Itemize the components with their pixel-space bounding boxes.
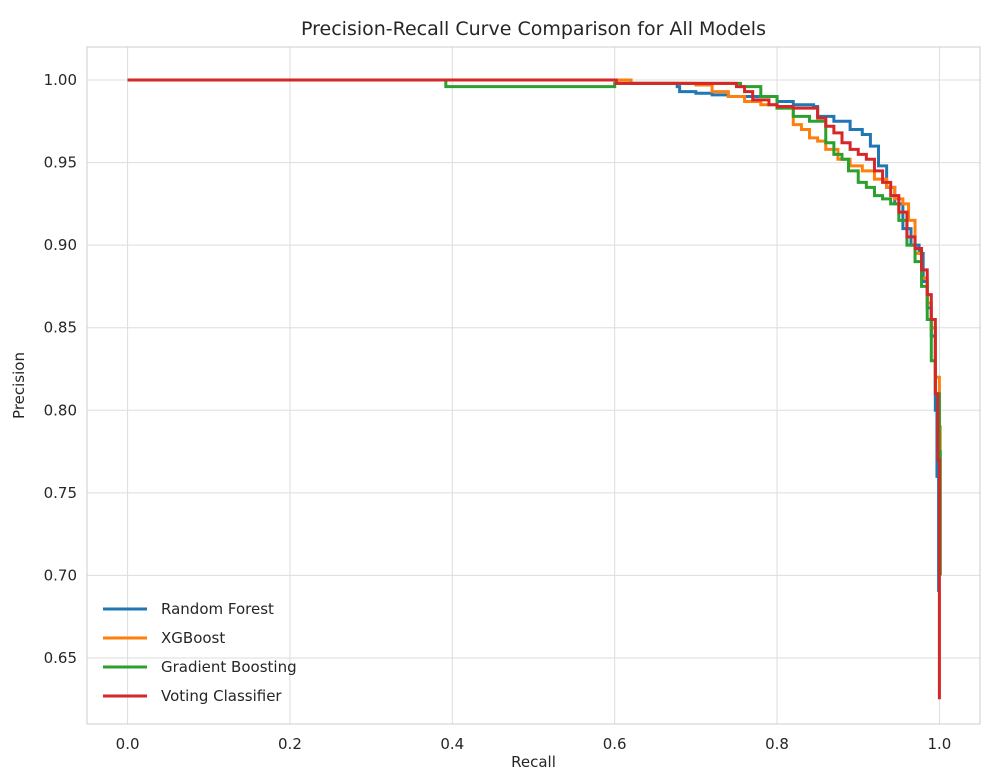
grid [87, 47, 980, 724]
y-tick-label: 1.00 [44, 71, 77, 89]
y-tick-label: 0.95 [44, 154, 77, 172]
y-tick-label: 0.75 [44, 484, 77, 502]
y-axis-title: Precision [10, 352, 28, 419]
y-tick-label: 0.80 [44, 401, 77, 419]
x-tick-label: 1.0 [927, 735, 951, 753]
legend-label: Gradient Boosting [161, 658, 297, 676]
x-tick-label: 0.6 [603, 735, 627, 753]
x-axis-title: Recall [511, 753, 556, 771]
series-line-voting-classifier [127, 78, 941, 700]
y-tick-label: 0.85 [44, 319, 77, 337]
x-tick-label: 0.8 [765, 735, 789, 753]
legend-label: Random Forest [161, 600, 274, 618]
legend-label: XGBoost [161, 629, 225, 647]
y-tick-label: 0.65 [44, 649, 77, 667]
series-lines [127, 78, 942, 700]
chart-title: Precision-Recall Curve Comparison for Al… [301, 18, 766, 40]
legend-label: Voting Classifier [161, 687, 282, 705]
legend: Random Forest XGBoost Gradient Boosting Vot… [103, 600, 297, 705]
plot-frame [86, 46, 981, 725]
y-tick-label: 0.70 [44, 566, 77, 584]
y-tick-label: 0.90 [44, 236, 77, 254]
x-tick-label: 0.2 [278, 735, 302, 753]
series-line-random-forest [127, 78, 941, 592]
x-tick-label: 0.0 [116, 735, 140, 753]
x-tick-label: 0.4 [440, 735, 464, 753]
tick-labels: 0.0 0.2 0.4 0.6 0.8 1.0 0.65 0.70 0.75 0.80 0.85 0.… [44, 71, 952, 753]
